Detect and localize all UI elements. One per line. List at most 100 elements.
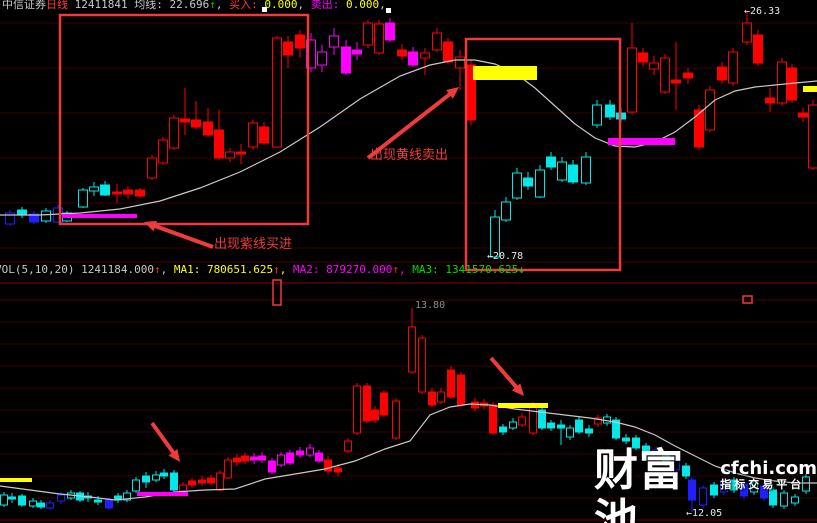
annotation-arrow — [150, 421, 177, 456]
candle-body — [798, 112, 808, 118]
candle-body — [575, 419, 583, 433]
candle-body — [457, 374, 465, 406]
candle-body — [250, 456, 258, 461]
candle-body — [188, 480, 196, 486]
candle-body — [408, 51, 418, 66]
candle-body — [566, 427, 574, 438]
candle-body — [535, 169, 545, 198]
candle-body — [214, 129, 224, 159]
annotation-arrow-head — [511, 383, 524, 396]
candle-body — [258, 455, 266, 461]
candle-body — [259, 126, 269, 144]
candle-body — [671, 79, 681, 84]
candle-body — [612, 419, 620, 439]
candle-body — [705, 89, 715, 131]
candle-body — [277, 454, 285, 466]
candle-body — [236, 151, 246, 155]
candle-body — [371, 409, 379, 421]
text-segment: ↑ — [392, 263, 400, 276]
candle-body — [306, 39, 316, 69]
candle-body — [557, 424, 565, 429]
text-segment: MA2: 879270.000 — [293, 263, 393, 276]
candle-body — [418, 337, 426, 393]
candle-body — [57, 494, 65, 502]
candle-body — [100, 184, 110, 196]
annotation-arrow-head — [168, 449, 180, 462]
candle-body — [694, 109, 704, 148]
text-segment: , — [279, 263, 294, 276]
candle-body — [660, 57, 670, 93]
sell-signal-bar — [498, 403, 548, 408]
annotation-arrow-head — [144, 220, 158, 232]
candle-body — [169, 117, 179, 149]
candle-body — [18, 495, 26, 506]
candle-body — [112, 191, 122, 195]
candle-body — [392, 400, 400, 439]
candle-body — [683, 72, 693, 79]
text-segment: ↓ — [518, 263, 525, 276]
candle-body — [581, 156, 591, 184]
buy-annotation-label: 出现紫线买进 — [214, 237, 293, 252]
watermark-site: cfchi.com — [720, 458, 817, 479]
highlight-box — [464, 37, 622, 272]
buy-signal-bar — [608, 138, 675, 145]
candle-body — [295, 34, 305, 49]
candle-body — [632, 437, 640, 449]
chart-fragment — [742, 295, 753, 304]
candle-body — [363, 385, 371, 422]
candle-body — [29, 500, 37, 507]
candle-body — [142, 475, 150, 483]
candle-body — [471, 401, 479, 409]
candle-body — [742, 22, 752, 43]
price-label: 13.80 — [415, 300, 445, 311]
candle-body — [568, 164, 578, 183]
candle-body — [344, 440, 352, 452]
candle-body — [717, 66, 727, 81]
text-segment: MA3: 1341570.625 — [412, 263, 519, 276]
candle-body — [123, 492, 131, 501]
annotation-arrow — [366, 90, 454, 160]
candle-body — [152, 474, 160, 481]
candle-body — [397, 49, 407, 57]
price-label: ←12.05 — [686, 508, 722, 519]
candle-body — [501, 201, 511, 221]
text-segment: , — [399, 263, 413, 276]
candle-body — [160, 472, 168, 477]
candle-body — [268, 460, 276, 473]
watermark: 财富池 cfchi.com 指标交易平台 — [594, 446, 817, 523]
candle-body — [509, 421, 517, 429]
candle-body — [808, 104, 817, 169]
text-segment: VOL(5,10,20) — [0, 263, 82, 276]
candle-body — [605, 104, 615, 118]
candle-body — [352, 49, 362, 55]
candle-body — [380, 392, 388, 416]
price-label: ←20.78 — [487, 251, 523, 262]
candle-body — [5, 212, 15, 225]
high-marker — [386, 8, 391, 13]
candle-body — [557, 161, 567, 181]
chart-fragment — [272, 279, 282, 306]
text-segment: 22.696 — [169, 0, 210, 11]
candle-body — [538, 409, 546, 429]
candle-body — [529, 404, 537, 434]
text-segment: , — [379, 0, 386, 11]
candle-body — [147, 157, 157, 179]
text-segment: MA1: 780651.625 — [173, 263, 274, 276]
candle-body — [769, 489, 777, 506]
candle-body — [699, 487, 707, 506]
candle-body — [777, 61, 787, 104]
candle-body — [296, 450, 304, 456]
text-segment: ↑ — [153, 263, 161, 276]
indicator-header: 中信证券日线 12411841 均线: 22.696↑, 买入: 0.000, … — [2, 0, 386, 11]
candle-body — [283, 41, 293, 56]
annotation-arrow — [489, 356, 520, 391]
candle-body — [17, 209, 27, 216]
sell-signal-bar — [803, 86, 817, 92]
candle-body — [546, 156, 556, 168]
candle-body — [225, 151, 235, 159]
candle-body — [179, 484, 187, 492]
candle-body — [408, 326, 416, 373]
candle-body — [512, 172, 522, 199]
